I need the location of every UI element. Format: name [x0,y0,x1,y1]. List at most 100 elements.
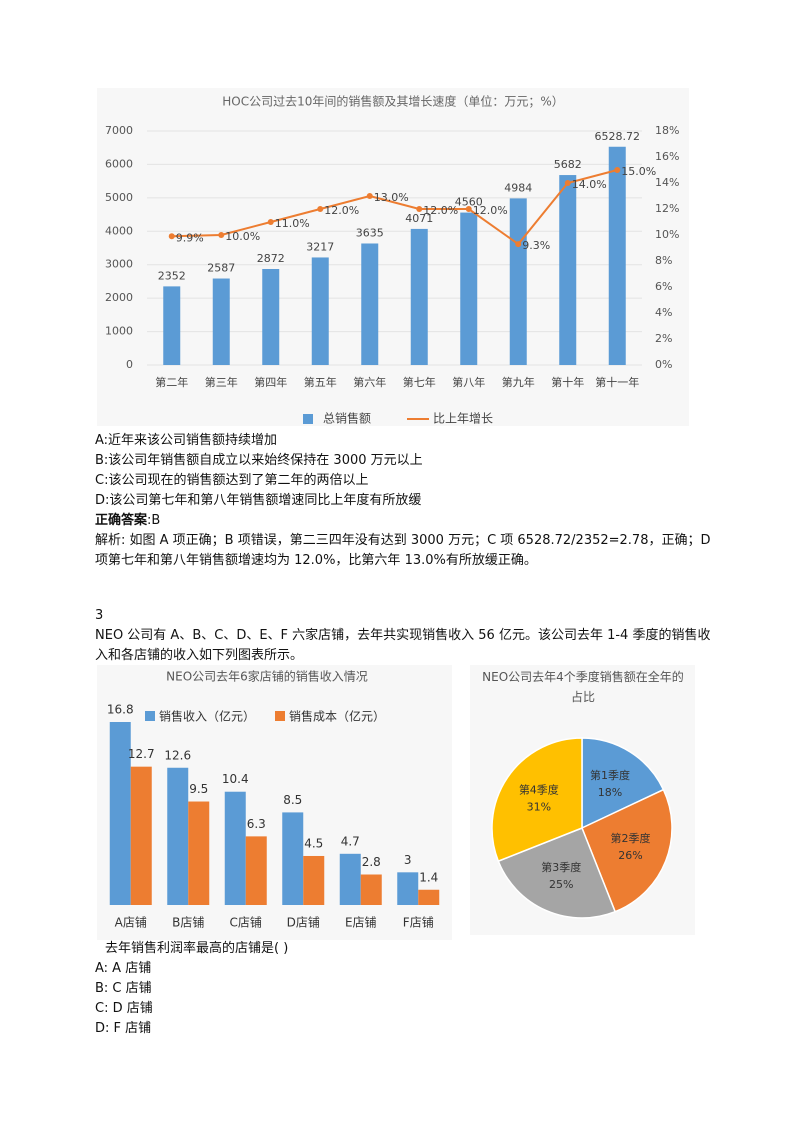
x-tick-label: 第八年 [452,375,485,389]
answer-label: 正确答案 [95,513,148,528]
legend-label: 销售收入（亿元） [159,709,255,724]
bar [410,228,428,365]
legend-label: 总销售额 [323,411,371,426]
legend-label: 销售成本（亿元） [289,709,385,724]
y-tick-label: 0 [126,358,133,371]
chart-title: HOC公司过去10年间的销售额及其增长速度（单位：万元；%） [222,94,564,109]
pie-slice [497,827,617,919]
bar [130,766,152,905]
line-marker [218,232,225,238]
pie-slice [491,737,583,863]
y2-tick-label: 6% [655,280,672,293]
data-label: 14.0% [572,178,607,191]
x-tick-label: D店铺 [287,916,320,930]
pie-slice [581,788,673,913]
legend-label: 比上年增长 [433,412,493,426]
legend-swatch [275,711,285,721]
question-stem: NEO 公司有 A、B、C、D、E、F 六家店铺，去年共实现销售收入 56 亿元… [95,628,711,663]
sales-chart: HOC公司过去10年间的销售额及其增长速度（单位：万元；%） 0 1000 2000… [97,88,689,426]
data-label: 15.0% [621,165,656,178]
y-tick-label: 4000 [105,224,133,237]
pie-slice [581,737,665,830]
data-label: 5682 [554,158,582,171]
data-label: 12.0% [324,204,359,217]
bar [339,853,361,905]
data-label: 10.0% [225,230,260,243]
bar [163,286,181,365]
y-tick-label: 1000 [105,325,133,338]
y2-tick-label: 16% [655,150,679,163]
answer-line: 正确答案:B [95,511,160,531]
chart-title: NEO公司去年4个季度销售额在全年的占比 [482,670,684,704]
data-label: 8.5 [283,793,302,807]
x-tick-label: E店铺 [345,916,377,930]
line-marker [515,241,522,248]
question: 去年销售利润率最高的店铺是( ) [105,941,289,956]
slice-label: 第3季度 [541,860,581,874]
bar [460,212,478,365]
data-label: 1.4 [419,870,438,884]
bar [245,836,267,905]
analysis: 解析: 如图 A 项正确；B 项错误，第二三四年没有达到 3000 万元；C 项… [95,533,711,568]
line-marker [317,206,324,212]
line-marker [465,206,472,212]
bar [282,812,304,905]
legend-swatch [145,711,155,721]
option: B:该公司年销售额自成立以来始终保持在 3000 万元以上 [95,453,423,468]
bar [361,243,379,365]
data-label: 12.6 [164,748,191,762]
slice-label: 第4季度 [519,783,559,797]
x-tick-label: 第六年 [353,375,386,389]
line-marker [416,206,423,212]
y-tick-label: 5000 [105,191,133,204]
y2-tick-label: 2% [655,332,672,345]
x-tick-label: 第十一年 [595,375,639,389]
data-label: 3635 [356,226,384,239]
option: C: D 店铺 [95,1001,153,1016]
x-tick-label: 第四年 [254,375,287,389]
slice-value: 26% [618,849,642,862]
store-chart: NEO公司去年6家店铺的销售收入情况 A店铺 B店铺 C店铺 D店铺 E店铺 F店铺 16.… [97,665,452,940]
y2-tick-label: 8% [655,254,672,267]
y2-tick-label: 14% [655,176,679,189]
bar [311,257,329,365]
bar [397,872,419,905]
data-label: 4.7 [341,834,360,848]
data-label: 11.0% [275,217,310,230]
y-tick-label: 2000 [105,291,133,304]
chart-title: NEO公司去年6家店铺的销售收入情况 [166,669,368,684]
x-tick-label: 第七年 [403,375,436,389]
y2-tick-label: 0% [655,358,672,371]
question-number: 3 [95,608,104,623]
bar [262,268,280,365]
line-marker [267,219,274,225]
bar [188,801,210,905]
option: A: A 店铺 [95,961,152,976]
bar [303,855,325,905]
x-tick-label: 第九年 [502,375,535,389]
data-label: 12.0% [473,204,508,217]
bar [360,874,382,905]
data-label: 12.7 [128,747,155,761]
y2-tick-label: 18% [655,124,679,137]
bar [509,198,527,365]
option: C:该公司现在的销售额达到了第二年的两倍以上 [95,473,369,488]
option: D: F 店铺 [95,1021,152,1036]
line-marker [614,167,621,173]
bar [418,889,440,905]
y2-tick-label: 10% [655,228,679,241]
y-tick-label: 3000 [105,258,133,271]
data-label: 3217 [306,240,334,253]
x-tick-label: 第二年 [155,375,188,389]
data-label: 3 [404,853,412,867]
y-tick-label: 6000 [105,157,133,170]
y-tick-label: 7000 [105,124,133,137]
data-label: 13.0% [374,191,409,204]
option: B: C 店铺 [95,981,152,996]
x-tick-label: C店铺 [230,916,262,930]
x-tick-label: A店铺 [115,916,147,930]
bar [109,722,131,905]
chart-background [97,88,689,426]
legend-swatch [303,414,313,424]
